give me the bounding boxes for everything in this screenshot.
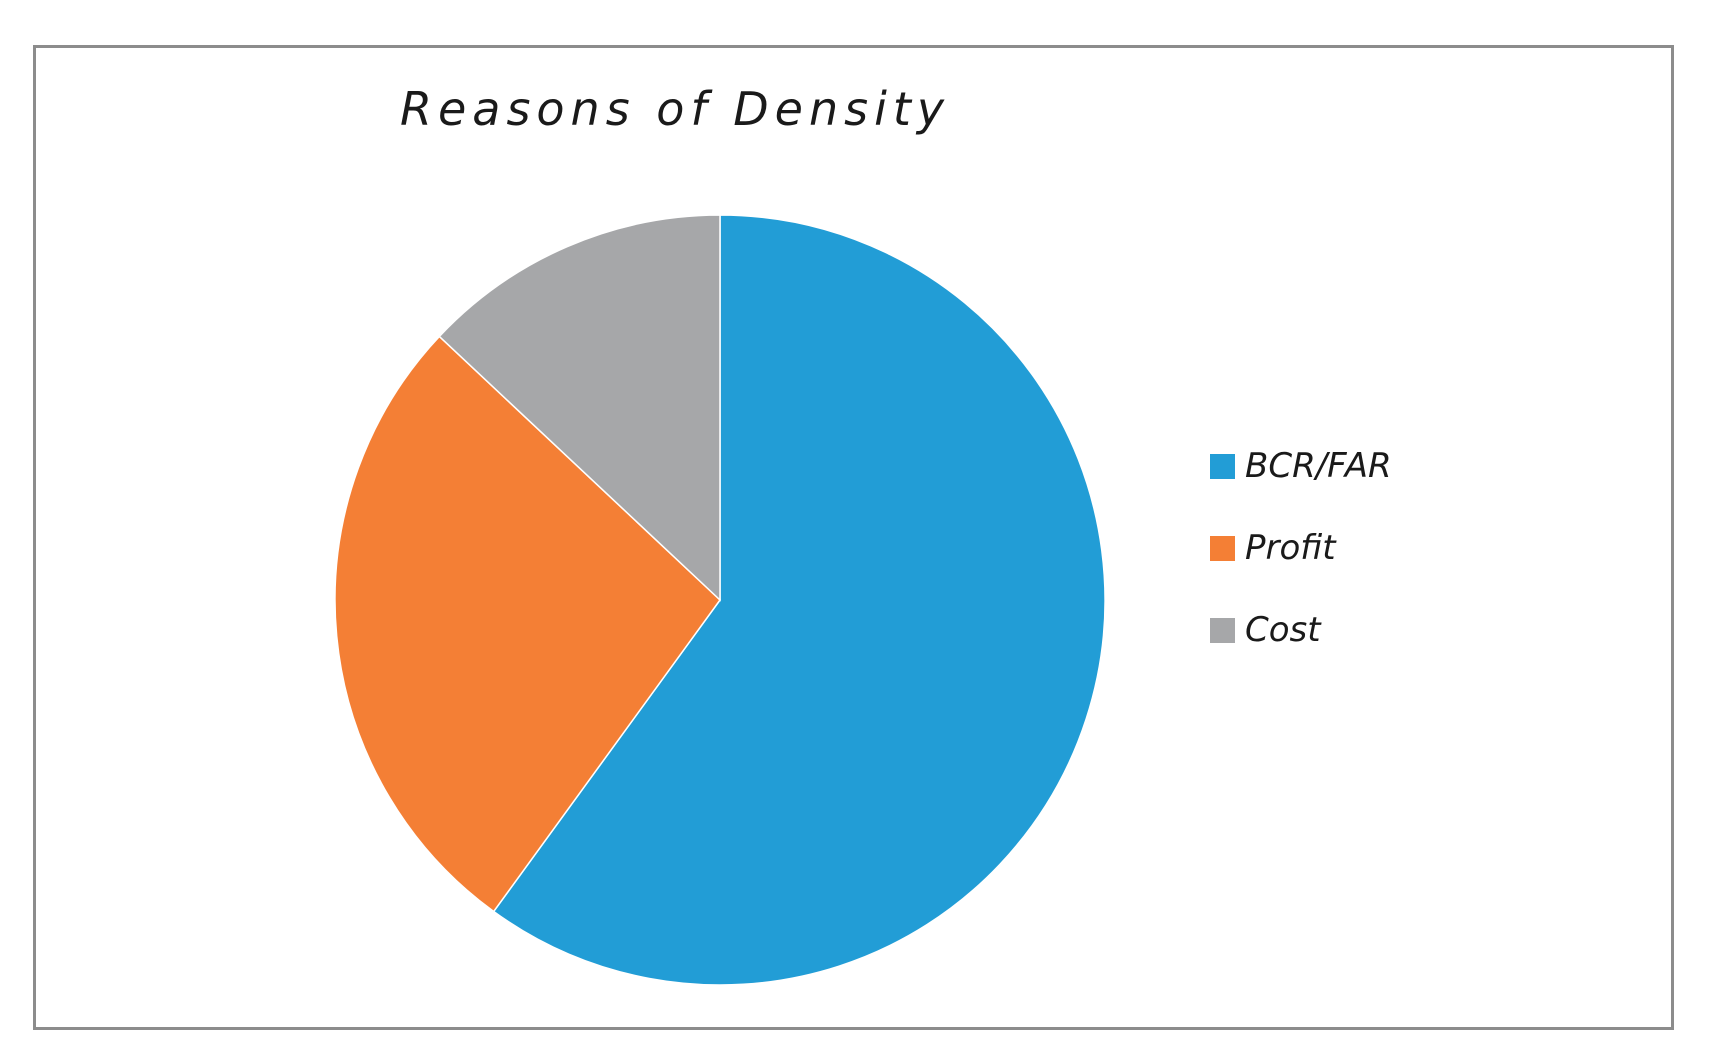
legend-label-cost: Cost xyxy=(1245,610,1321,650)
chart-title: Reasons of Density xyxy=(400,82,951,136)
pie-slices xyxy=(334,214,1106,986)
pie-slice-profit xyxy=(334,335,721,913)
legend-swatch-profit xyxy=(1210,535,1235,561)
legend-swatch-cost xyxy=(1210,617,1235,643)
legend-item-cost: Cost xyxy=(1210,589,1510,671)
legend-swatch-bcr-far xyxy=(1210,453,1235,479)
legend-label-bcr-far: BCR/FAR xyxy=(1245,446,1392,486)
legend-label-profit: Profit xyxy=(1245,528,1336,568)
pie-slice-cost xyxy=(438,214,721,602)
legend: BCR/FAR Profit Cost xyxy=(1210,425,1510,671)
legend-item-bcr-far: BCR/FAR xyxy=(1210,425,1510,507)
legend-item-profit: Profit xyxy=(1210,507,1510,589)
pie-slice-bcr-far xyxy=(492,214,1106,986)
